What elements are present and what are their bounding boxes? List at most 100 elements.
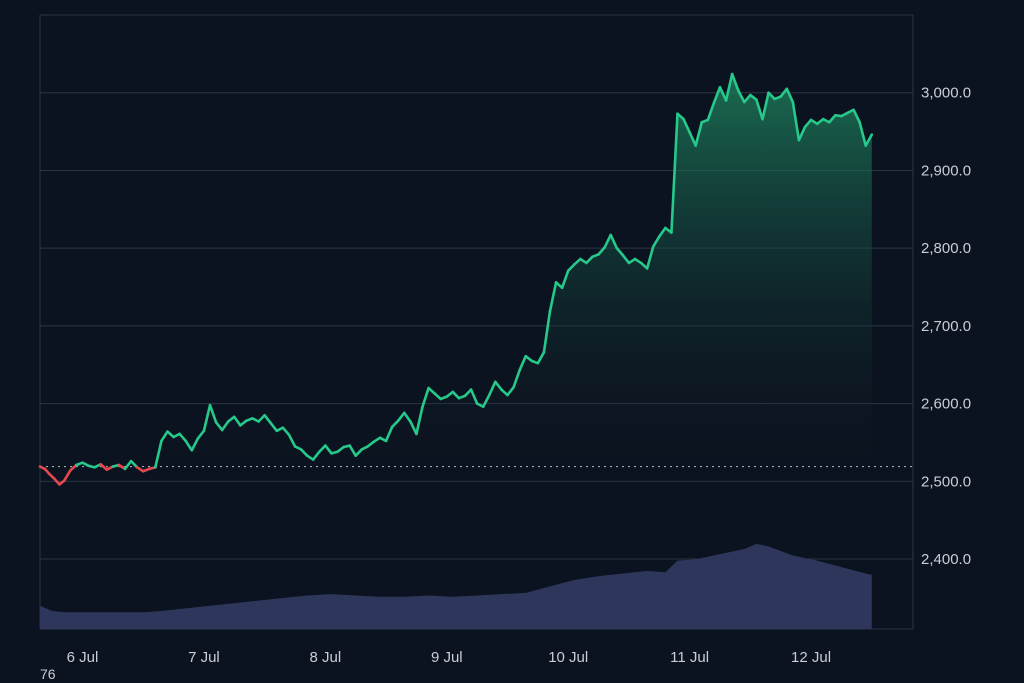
price-line-segment	[718, 85, 728, 102]
price-line-segment	[433, 392, 443, 401]
price-line-segment	[190, 437, 200, 452]
price-line-segment	[384, 425, 394, 443]
price-line-segment	[62, 469, 72, 482]
y-tick-label: 2,600.0	[921, 396, 971, 413]
x-tick-label: 7 Jul	[188, 649, 220, 666]
price-line-segment	[220, 420, 230, 432]
price-line-segment	[827, 113, 837, 124]
area-layer	[40, 74, 872, 485]
price-line-segment	[621, 253, 631, 265]
x-tick-label: 11 Jul	[670, 649, 709, 666]
price-line-segment	[311, 450, 321, 461]
price-line-segment	[512, 368, 521, 389]
price-line-segment	[536, 351, 546, 365]
price-line-segment	[548, 281, 558, 313]
price-line-segment	[160, 430, 169, 443]
corner-label: 76	[40, 666, 56, 682]
price-line-segment	[263, 413, 273, 425]
price-line-segment	[487, 380, 497, 397]
price-line-segment	[154, 439, 163, 469]
price-line-segment	[682, 117, 691, 134]
price-line-segment	[202, 403, 212, 433]
price-line-segment	[427, 386, 436, 395]
price-line-segment	[281, 426, 291, 436]
price-line-segment	[299, 448, 309, 457]
volume-layer	[40, 543, 872, 629]
price-area-fill	[40, 74, 872, 485]
price-line-segment	[500, 388, 509, 397]
price-line-segment	[688, 131, 698, 147]
price-line-segment	[694, 120, 704, 147]
price-line-segment	[415, 405, 424, 436]
price-line-segment	[730, 72, 740, 92]
price-line-segment	[184, 439, 194, 452]
price-line-segment	[232, 415, 242, 427]
price-line-segment	[506, 385, 515, 397]
axes: 2,400.0 2,500.0 2,600.0 2,700.0 2,800.0 2,900…	[67, 85, 971, 666]
price-line-segment	[214, 420, 224, 432]
price-line-segment	[451, 390, 461, 400]
price-line-segment	[257, 413, 266, 423]
x-tick-label: 9 Jul	[431, 649, 463, 666]
price-line-segment	[761, 91, 770, 121]
price-line-segment	[742, 93, 752, 104]
price-line-segment	[287, 433, 297, 448]
price-line-segment	[166, 430, 175, 439]
price-line-segment	[348, 444, 358, 457]
price-line-segment	[390, 419, 400, 429]
price-line-segment	[791, 100, 801, 142]
price-line-segment	[99, 462, 109, 471]
price-line-segment	[542, 309, 552, 354]
price-line-segment	[469, 388, 479, 405]
price-line-segment	[803, 118, 813, 129]
line-layer	[38, 72, 913, 486]
y-tick-label: 2,900.0	[921, 162, 971, 179]
price-line-segment	[402, 411, 412, 423]
price-line-segment	[566, 263, 576, 273]
price-line-segment	[852, 108, 861, 124]
y-tick-label: 2,400.0	[921, 551, 971, 568]
price-line-segment	[123, 459, 133, 471]
price-line-segment	[560, 269, 570, 290]
price-line-segment	[779, 87, 789, 98]
price-line-segment	[354, 448, 364, 457]
price-line-segment	[785, 87, 795, 104]
price-line-segment	[615, 246, 625, 257]
price-line-segment	[712, 85, 722, 105]
price-line-segment	[736, 89, 746, 104]
price-line-segment	[421, 386, 430, 409]
price-line-segment	[494, 380, 503, 391]
x-tick-label: 8 Jul	[310, 649, 342, 666]
price-line-segment	[864, 133, 874, 147]
price-line-segment	[324, 444, 333, 455]
price-line-segment	[858, 120, 868, 147]
price-line-segment	[603, 233, 613, 249]
price-line-segment	[409, 420, 418, 436]
y-tick-label: 2,800.0	[921, 240, 971, 257]
price-line-segment	[69, 463, 78, 472]
price-line-segment	[609, 233, 619, 250]
price-line-segment	[572, 257, 582, 266]
price-line-segment	[178, 432, 188, 443]
price-line-segment	[317, 444, 327, 454]
volume-area	[40, 543, 872, 629]
price-line-segment	[657, 226, 667, 238]
price-line-segment	[651, 235, 661, 248]
y-tick-label: 2,700.0	[921, 318, 971, 335]
y-tick-label: 2,500.0	[921, 473, 971, 490]
price-line-segment	[196, 429, 206, 440]
price-line-segment	[269, 421, 279, 433]
x-tick-label: 10 Jul	[548, 649, 588, 666]
price-line-segment	[396, 411, 406, 423]
y-tick-label: 3,000.0	[921, 85, 971, 102]
price-line-segment	[518, 354, 528, 372]
price-line-segment	[767, 91, 776, 101]
price-line-segment	[645, 245, 655, 270]
price-line-segment	[676, 112, 685, 121]
x-tick-label: 6 Jul	[67, 649, 99, 666]
price-line-segment	[755, 98, 764, 121]
price-line-segment	[129, 459, 139, 469]
price-line-segment	[585, 255, 594, 265]
price-line-segment	[797, 125, 807, 142]
